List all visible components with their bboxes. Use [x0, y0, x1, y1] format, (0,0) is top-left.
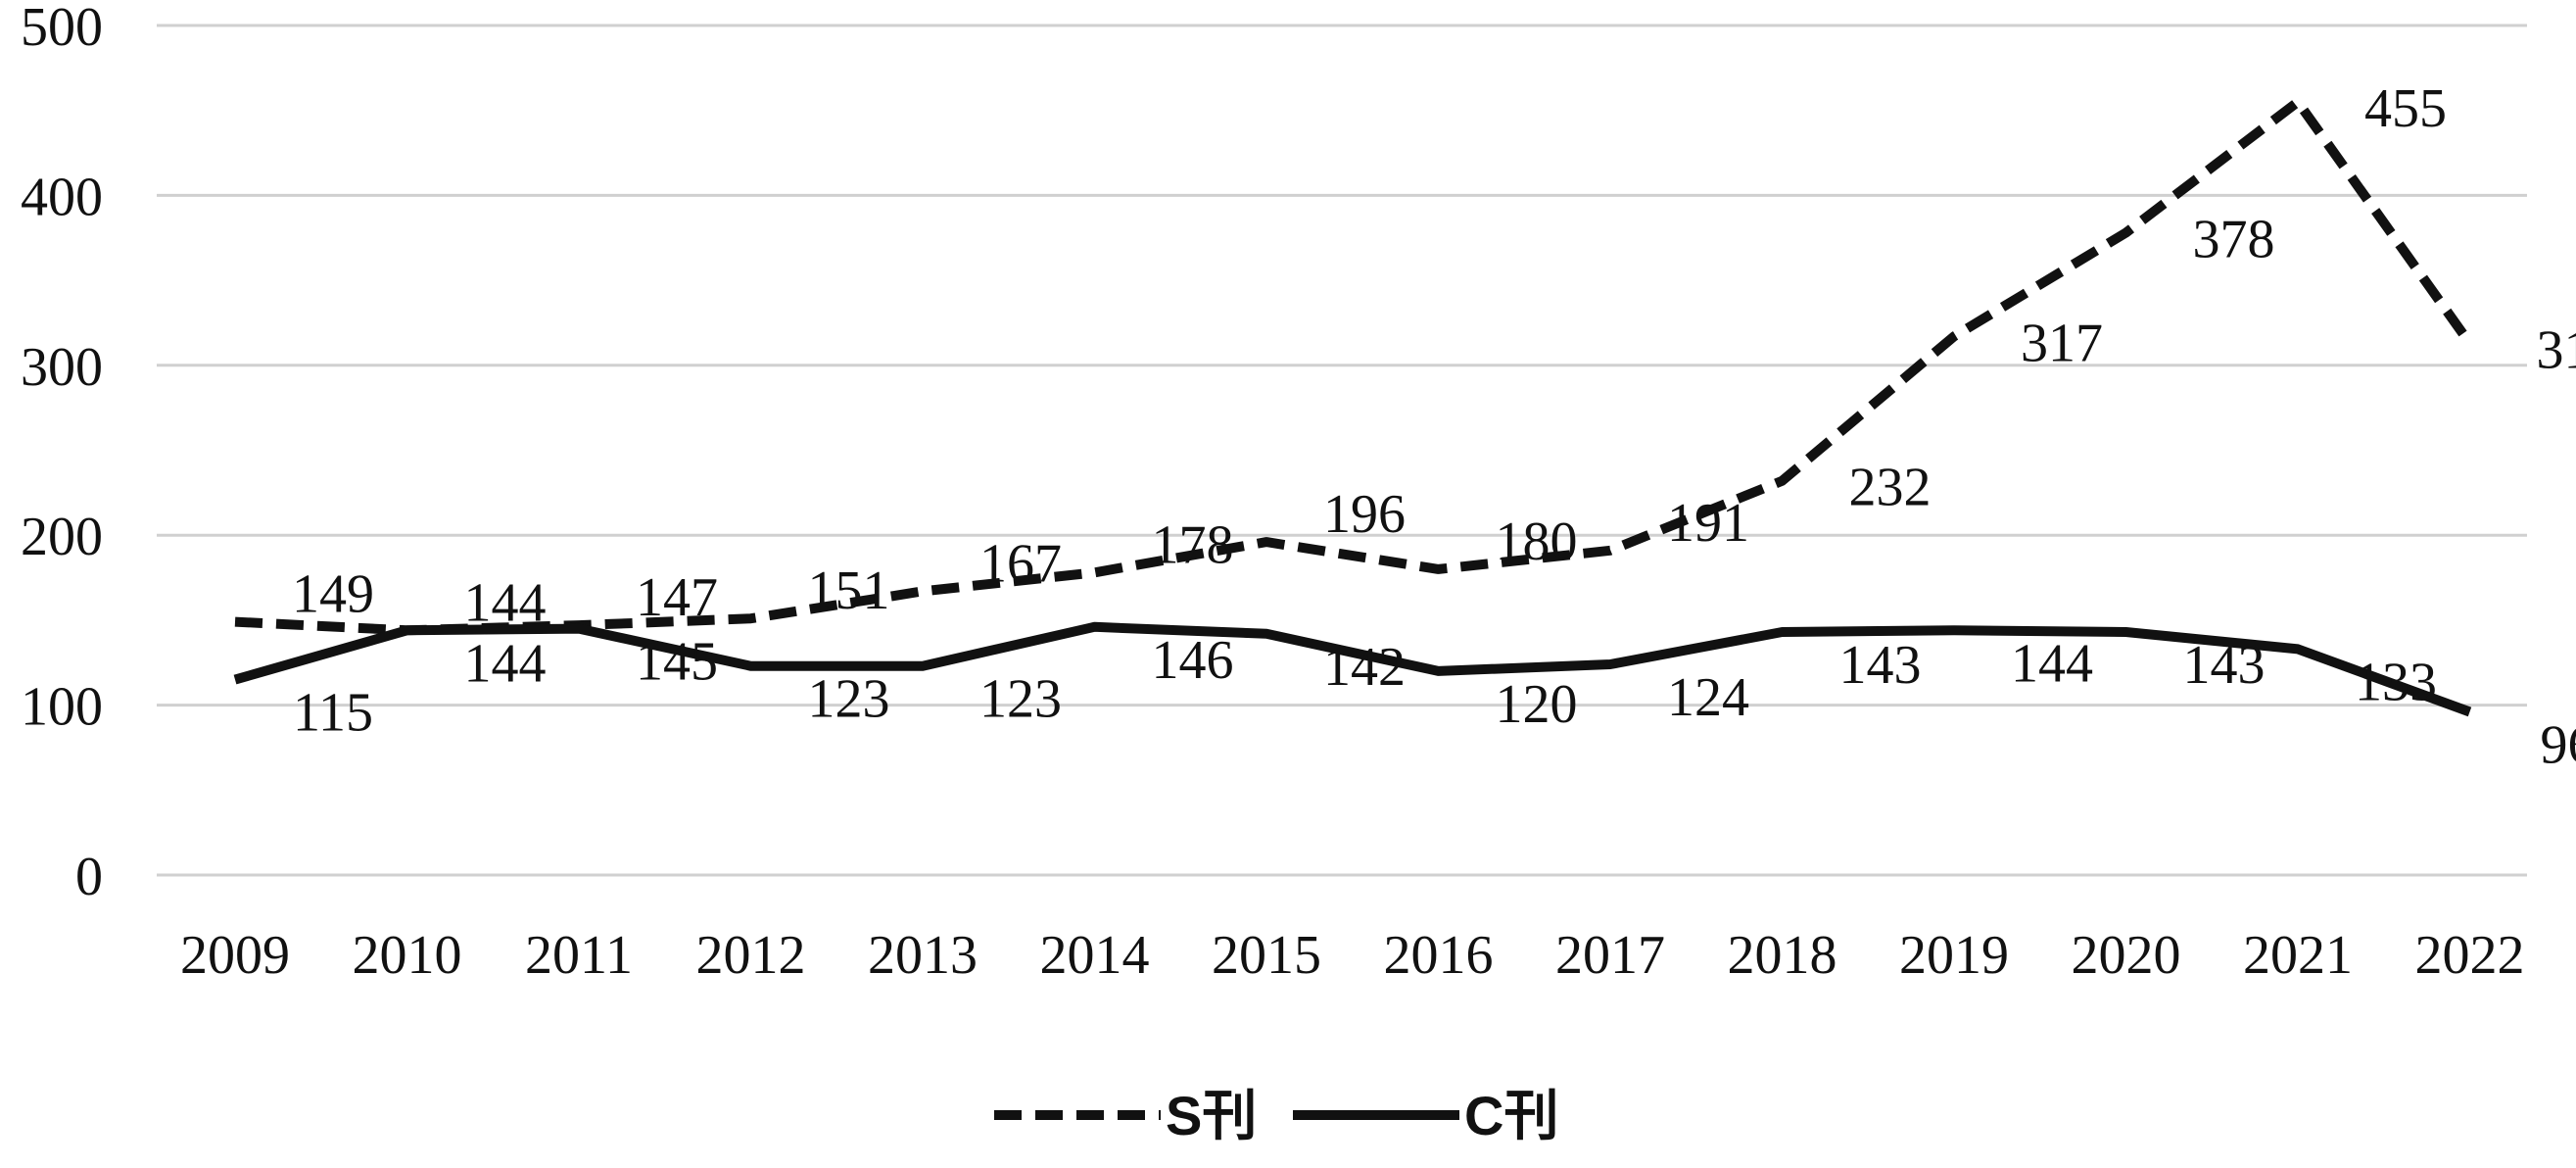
data-label-s: 178 [1152, 514, 1234, 575]
legend-item-c: C刊 [1293, 1085, 1558, 1146]
data-label-c: 146 [1152, 630, 1234, 691]
data-label-c: 142 [1323, 637, 1406, 698]
x-tick-label: 2018 [1728, 925, 1837, 986]
data-label-c: 133 [2355, 652, 2437, 712]
data-label-c: 144 [2011, 633, 2093, 694]
data-label-s: 196 [1323, 484, 1406, 545]
x-tick-label: 2012 [696, 925, 806, 986]
x-tick-label: 2021 [2243, 925, 2353, 986]
data-label-c: 115 [293, 683, 373, 744]
data-labels: 149 144 147 151 167 178 196 180 191 232 317 378 455 3… [292, 78, 2576, 776]
x-tick-label: 2017 [1555, 925, 1665, 986]
y-tick-label: 400 [21, 167, 103, 227]
legend-label-c: C刊 [1464, 1085, 1558, 1146]
x-tick-label: 2013 [868, 925, 978, 986]
x-tick-label: 2009 [180, 925, 290, 986]
legend-label-s: S刊 [1166, 1085, 1257, 1146]
data-label-s: 455 [2364, 78, 2447, 139]
y-tick-label: 500 [21, 0, 103, 58]
data-label-s: 149 [292, 564, 374, 625]
y-tick-label: 200 [21, 507, 103, 567]
series-lines [233, 97, 2474, 717]
y-tick-label: 100 [21, 677, 103, 738]
x-tick-label: 2019 [1899, 925, 2009, 986]
data-label-c: 96 [2541, 715, 2576, 776]
gridlines [157, 24, 2527, 877]
data-label-s: 232 [1849, 458, 1932, 518]
data-label-s: 313 [2537, 319, 2576, 380]
legend-item-s: S刊 [994, 1085, 1257, 1146]
x-tick-label: 2015 [1212, 925, 1321, 986]
x-tick-label: 2014 [1040, 925, 1150, 986]
data-label-s: 317 [2021, 313, 2103, 373]
data-label-c: 123 [979, 669, 1062, 730]
y-tick-label: 0 [75, 847, 103, 907]
data-label-c: 143 [1839, 635, 1922, 696]
y-tick-label: 300 [21, 337, 103, 398]
data-label-c: 120 [1496, 674, 1578, 735]
data-label-s: 191 [1667, 493, 1749, 554]
data-label-s: 180 [1496, 511, 1578, 572]
x-tick-label: 2020 [2072, 925, 2181, 986]
data-label-s: 151 [808, 560, 890, 621]
x-tick-label: 2010 [353, 925, 462, 986]
series-line-s [234, 97, 2474, 636]
data-label-c: 143 [2183, 635, 2266, 696]
data-label-c: 145 [636, 632, 718, 693]
x-axis: 2009 2010 2011 2012 2013 2014 2015 2016 2017 2018… [180, 925, 2525, 986]
data-label-s: 378 [2193, 210, 2275, 270]
data-label-c: 124 [1667, 667, 1749, 728]
data-label-s: 167 [979, 533, 1062, 594]
data-label-c: 144 [464, 633, 547, 694]
data-label-s: 144 [464, 572, 547, 633]
data-label-s: 147 [636, 567, 718, 628]
series-line-c [233, 621, 2472, 717]
x-tick-label: 2022 [2415, 925, 2525, 986]
y-axis: 0 100 200 300 400 500 [21, 0, 103, 907]
x-tick-label: 2016 [1384, 925, 1494, 986]
x-tick-label: 2011 [525, 925, 633, 986]
legend: S刊 C刊 [994, 1085, 1558, 1146]
data-label-c: 123 [808, 669, 890, 730]
